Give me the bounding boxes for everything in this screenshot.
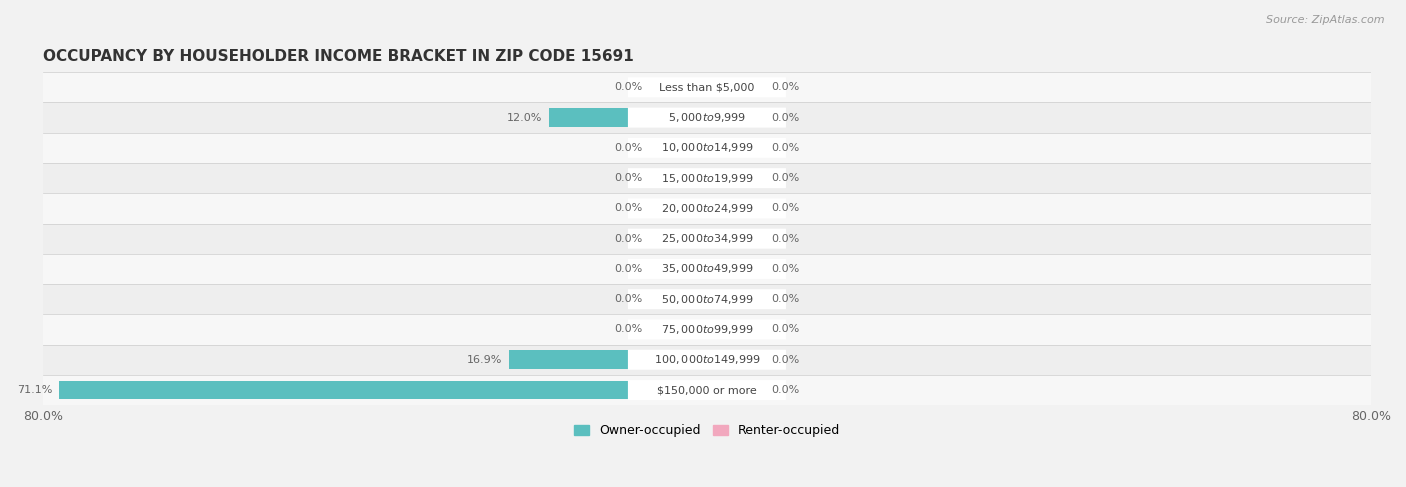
- Text: 0.0%: 0.0%: [772, 204, 800, 213]
- Bar: [707, 260, 765, 279]
- Text: 0.0%: 0.0%: [614, 264, 643, 274]
- FancyBboxPatch shape: [628, 168, 786, 188]
- Bar: [44, 133, 1371, 163]
- Bar: [648, 169, 707, 187]
- Bar: [707, 138, 765, 157]
- Text: 0.0%: 0.0%: [772, 324, 800, 335]
- Text: $20,000 to $24,999: $20,000 to $24,999: [661, 202, 754, 215]
- FancyBboxPatch shape: [628, 350, 786, 370]
- Bar: [648, 199, 707, 218]
- Bar: [44, 314, 1371, 345]
- Text: $35,000 to $49,999: $35,000 to $49,999: [661, 262, 754, 276]
- Text: 0.0%: 0.0%: [772, 355, 800, 365]
- Text: $10,000 to $14,999: $10,000 to $14,999: [661, 141, 754, 154]
- Bar: [648, 78, 707, 97]
- Text: 0.0%: 0.0%: [772, 143, 800, 153]
- Bar: [44, 163, 1371, 193]
- FancyBboxPatch shape: [628, 380, 786, 400]
- Text: 0.0%: 0.0%: [772, 234, 800, 244]
- FancyBboxPatch shape: [628, 259, 786, 279]
- Bar: [550, 108, 707, 127]
- Text: $15,000 to $19,999: $15,000 to $19,999: [661, 171, 754, 185]
- FancyBboxPatch shape: [628, 289, 786, 309]
- Bar: [707, 199, 765, 218]
- FancyBboxPatch shape: [628, 198, 786, 218]
- Bar: [44, 72, 1371, 102]
- Text: 0.0%: 0.0%: [772, 112, 800, 123]
- Bar: [707, 108, 765, 127]
- Bar: [44, 284, 1371, 314]
- Bar: [707, 229, 765, 248]
- Text: Less than $5,000: Less than $5,000: [659, 82, 755, 93]
- Bar: [44, 193, 1371, 224]
- Text: 0.0%: 0.0%: [772, 82, 800, 93]
- Bar: [648, 260, 707, 279]
- Bar: [648, 320, 707, 339]
- Text: 0.0%: 0.0%: [614, 234, 643, 244]
- Bar: [707, 320, 765, 339]
- Bar: [44, 345, 1371, 375]
- Legend: Owner-occupied, Renter-occupied: Owner-occupied, Renter-occupied: [569, 419, 845, 442]
- Text: $50,000 to $74,999: $50,000 to $74,999: [661, 293, 754, 306]
- Bar: [44, 102, 1371, 133]
- FancyBboxPatch shape: [628, 138, 786, 158]
- Text: $5,000 to $9,999: $5,000 to $9,999: [668, 111, 747, 124]
- Bar: [44, 375, 1371, 405]
- FancyBboxPatch shape: [628, 77, 786, 97]
- Text: $150,000 or more: $150,000 or more: [657, 385, 756, 395]
- Text: 0.0%: 0.0%: [614, 324, 643, 335]
- FancyBboxPatch shape: [628, 319, 786, 339]
- Bar: [44, 254, 1371, 284]
- Bar: [707, 381, 765, 399]
- Bar: [44, 224, 1371, 254]
- Bar: [707, 78, 765, 97]
- Bar: [648, 229, 707, 248]
- Text: 0.0%: 0.0%: [614, 173, 643, 183]
- Text: 0.0%: 0.0%: [772, 294, 800, 304]
- Bar: [648, 138, 707, 157]
- Text: OCCUPANCY BY HOUSEHOLDER INCOME BRACKET IN ZIP CODE 15691: OCCUPANCY BY HOUSEHOLDER INCOME BRACKET …: [44, 49, 634, 64]
- Text: 0.0%: 0.0%: [772, 173, 800, 183]
- FancyBboxPatch shape: [628, 108, 786, 128]
- Text: 16.9%: 16.9%: [467, 355, 502, 365]
- Text: $25,000 to $34,999: $25,000 to $34,999: [661, 232, 754, 245]
- Text: 0.0%: 0.0%: [614, 143, 643, 153]
- Bar: [707, 350, 765, 369]
- Text: 0.0%: 0.0%: [772, 264, 800, 274]
- Text: 0.0%: 0.0%: [614, 204, 643, 213]
- Bar: [509, 350, 707, 369]
- Bar: [707, 290, 765, 309]
- Bar: [648, 290, 707, 309]
- Text: 0.0%: 0.0%: [614, 82, 643, 93]
- Text: 12.0%: 12.0%: [508, 112, 543, 123]
- Text: 0.0%: 0.0%: [614, 294, 643, 304]
- Text: 71.1%: 71.1%: [17, 385, 52, 395]
- Bar: [59, 381, 707, 399]
- Bar: [707, 169, 765, 187]
- Text: $100,000 to $149,999: $100,000 to $149,999: [654, 353, 761, 366]
- Text: $75,000 to $99,999: $75,000 to $99,999: [661, 323, 754, 336]
- Text: 0.0%: 0.0%: [772, 385, 800, 395]
- FancyBboxPatch shape: [628, 229, 786, 249]
- Text: Source: ZipAtlas.com: Source: ZipAtlas.com: [1267, 15, 1385, 25]
